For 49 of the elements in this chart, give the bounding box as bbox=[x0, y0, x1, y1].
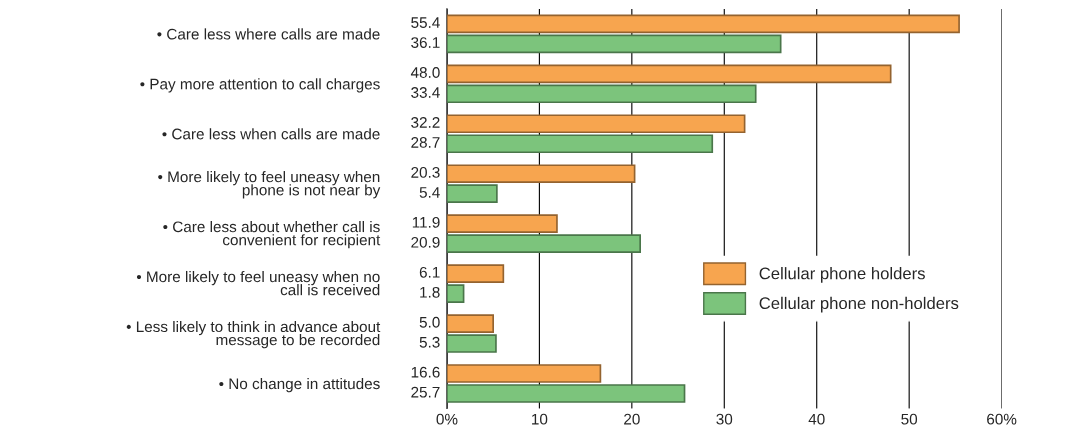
y-tick-label: • Care less when calls are made bbox=[162, 128, 380, 140]
bar bbox=[446, 164, 636, 184]
data-label: 20.3 bbox=[411, 167, 440, 178]
data-label: 5.4 bbox=[419, 187, 440, 198]
bar bbox=[446, 14, 960, 34]
y-tick-label: • No change in attitudes bbox=[219, 377, 380, 393]
data-label: 32.2 bbox=[411, 117, 440, 128]
bar bbox=[446, 264, 505, 283]
data-label: 28.7 bbox=[411, 137, 440, 148]
x-tick-label: 50 bbox=[901, 413, 918, 425]
bar bbox=[446, 114, 746, 134]
data-label: 48.0 bbox=[410, 67, 440, 78]
legend-label: Cellular phone holders bbox=[759, 267, 925, 283]
data-label: 6.1 bbox=[419, 266, 440, 278]
x-tick-label: 20 bbox=[624, 413, 640, 425]
bar bbox=[446, 284, 465, 303]
bar bbox=[446, 314, 495, 333]
data-label: 1.8 bbox=[420, 286, 440, 298]
y-tick-label: • Care less about whether call is convenient for recipient bbox=[163, 221, 381, 249]
y-tick-label: • More likely to feel uneasy when phone is not near by bbox=[158, 171, 381, 199]
data-label: 55.4 bbox=[411, 17, 440, 28]
bar bbox=[446, 184, 498, 204]
bar bbox=[446, 34, 782, 54]
legend-label: Cellular phone non-holders bbox=[759, 296, 959, 313]
bar bbox=[446, 364, 602, 383]
data-label: 5.0 bbox=[419, 316, 440, 328]
y-tick-label: • More likely to feel uneasy when no call is received bbox=[136, 270, 380, 296]
x-tick-label: 30 bbox=[716, 413, 733, 425]
data-label: 36.1 bbox=[411, 37, 440, 48]
data-label: 16.6 bbox=[411, 366, 440, 378]
data-label: 20.9 bbox=[411, 236, 440, 248]
x-tick-label: 60% bbox=[987, 413, 1017, 425]
x-tick-label: 0% bbox=[436, 413, 458, 425]
y-tick-label: • Pay more attention to call charges bbox=[140, 78, 380, 93]
x-tick-label: 10 bbox=[532, 413, 548, 425]
bar bbox=[446, 84, 757, 104]
data-label: 5.3 bbox=[419, 336, 440, 348]
y-tick-label: • Less likely to think in advance about message to be recorded bbox=[126, 320, 381, 349]
x-tick-label: 40 bbox=[808, 413, 825, 425]
bar bbox=[446, 214, 558, 233]
data-label: 33.4 bbox=[411, 87, 440, 98]
data-label: 25.7 bbox=[411, 386, 440, 398]
data-label: 11.9 bbox=[412, 216, 440, 228]
y-tick-label: • Care less where calls are made bbox=[157, 28, 380, 40]
bar bbox=[446, 234, 641, 253]
bar bbox=[446, 64, 892, 84]
bar bbox=[446, 134, 714, 154]
bar bbox=[446, 334, 497, 353]
bar bbox=[446, 384, 686, 403]
